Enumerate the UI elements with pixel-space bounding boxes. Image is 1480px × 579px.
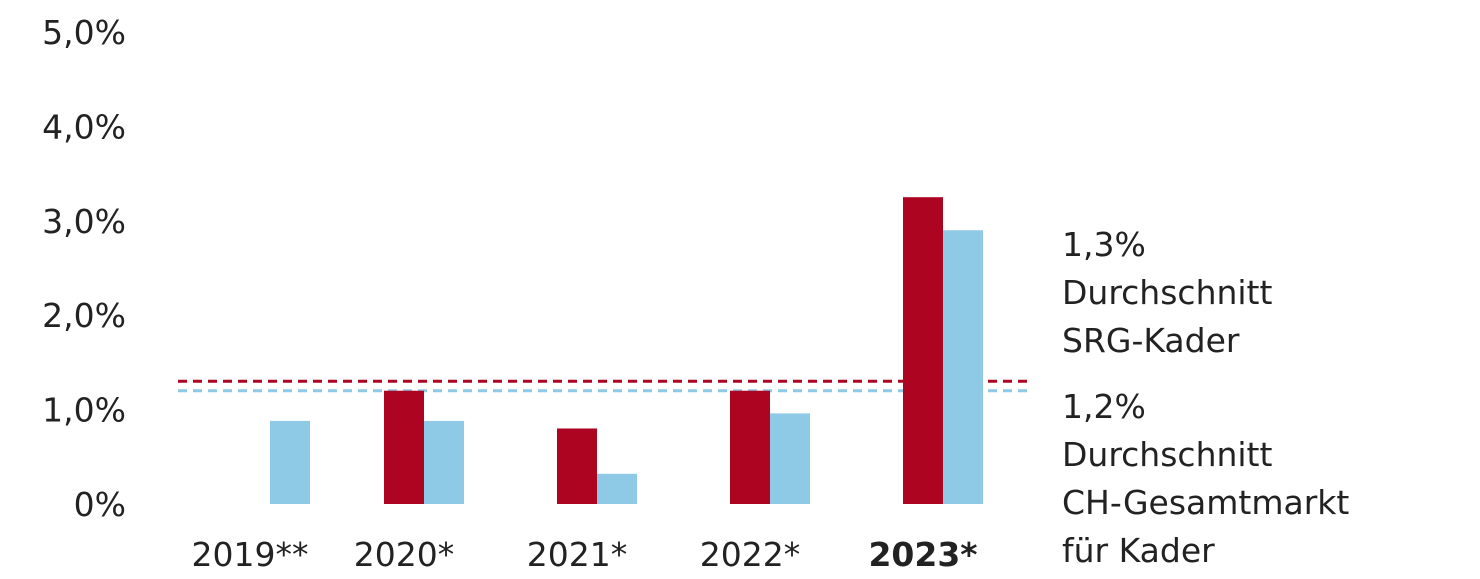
annotations: 1,3% Durchschnitt SRG-Kader 1,2% Durchschnit…: [1062, 225, 1349, 570]
x-category-label: 2021*: [527, 535, 627, 574]
x-category-label: 2023*: [868, 535, 977, 574]
y-tick-label: 4,0%: [42, 107, 126, 146]
y-tick-label: 2,0%: [42, 296, 126, 335]
bar-series-2-2022: [770, 413, 810, 504]
bar-series-1-2021: [557, 428, 597, 504]
y-axis: 0% 1,0% 2,0% 3,0% 4,0% 5,0%: [42, 13, 126, 524]
bar-series-2-2020: [424, 420, 464, 504]
bar-series-2-2019: [270, 420, 310, 504]
y-tick-label: 5,0%: [42, 13, 126, 52]
reference-annotation-line: für Kader: [1062, 531, 1215, 570]
bars: [270, 197, 983, 505]
bar-series-2-2023: [943, 230, 983, 505]
x-axis: 2019** 2020* 2021* 2022* 2023*: [192, 535, 978, 574]
bar-series-2-2021: [597, 473, 637, 504]
reference-annotation-line: 1,3%: [1062, 225, 1146, 264]
x-category-label: 2022*: [700, 535, 800, 574]
reference-annotation-line: 1,2%: [1062, 387, 1146, 426]
reference-annotation-line: Durchschnitt: [1062, 435, 1273, 474]
reference-annotation-line: Durchschnitt: [1062, 273, 1273, 312]
bar-series-1-2023: [903, 197, 943, 504]
bar-series-1-2020: [384, 390, 424, 504]
reference-annotation-line: CH-Gesamtmarkt: [1062, 483, 1349, 522]
bar-series-1-2022: [730, 390, 770, 504]
reference-annotation-line: SRG-Kader: [1062, 321, 1240, 360]
x-category-label: 2019**: [192, 535, 309, 574]
y-tick-label: 0%: [74, 485, 126, 524]
x-category-label: 2020*: [354, 535, 454, 574]
y-tick-label: 3,0%: [42, 202, 126, 241]
y-tick-label: 1,0%: [42, 391, 126, 430]
reference-lines: [178, 379, 1030, 393]
